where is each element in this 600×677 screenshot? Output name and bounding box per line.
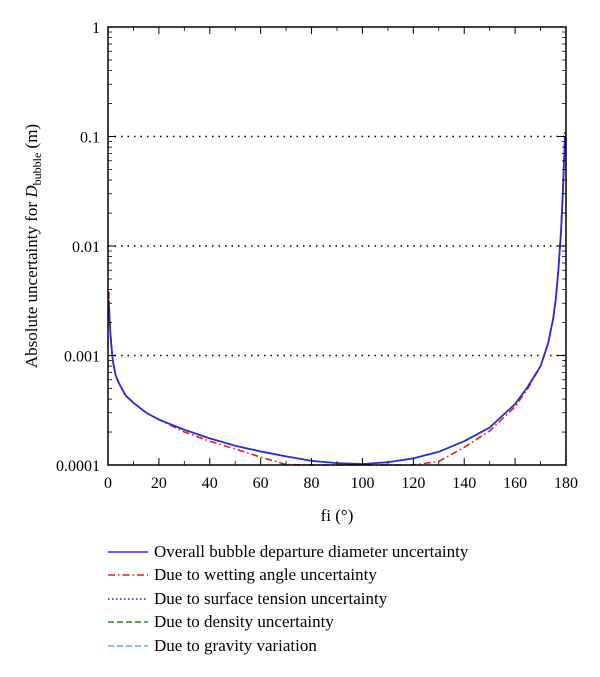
y-tick-label: 0.01 — [72, 239, 100, 256]
y-tick-label: 0.0001 — [56, 458, 100, 475]
y-tick-label: 1 — [92, 20, 100, 37]
legend-item: Due to density uncertainty — [108, 611, 578, 635]
legend-label: Due to wetting angle uncertainty — [154, 565, 377, 585]
legend-item: Due to surface tension uncertainty — [108, 587, 578, 611]
legend: Overall bubble departure diameter uncert… — [108, 540, 578, 658]
y-tick-label: 0.001 — [64, 349, 100, 366]
y-tick-label: 0.1 — [80, 130, 100, 147]
chart: 0.0001 0.001 0.01 0.1 1 0 20 40 60 80 100 120 140 160… — [22, 20, 578, 525]
x-tick-label: 160 — [503, 475, 527, 492]
x-tick-label: 0 — [104, 475, 112, 492]
series-lines — [107, 131, 567, 466]
x-tick-label: 40 — [202, 475, 218, 492]
legend-swatch — [108, 597, 148, 600]
legend-item: Overall bubble departure diameter uncert… — [108, 540, 578, 564]
grid-lines — [108, 135, 566, 357]
legend-item: Due to gravity variation — [108, 634, 578, 658]
legend-item: Due to wetting angle uncertainty — [108, 564, 578, 588]
axis-ticks: 0.0001 0.001 0.01 0.1 1 0 20 40 60 80 100 120 140 160… — [56, 20, 578, 492]
x-tick-label: 100 — [350, 475, 374, 492]
x-tick-label: 180 — [554, 475, 578, 492]
series-line-1 — [107, 136, 566, 465]
legend-swatch — [108, 574, 148, 577]
series-line-2 — [107, 131, 566, 466]
y-axis-label-suffix: (m) — [22, 124, 41, 153]
x-axis-label: fi (°) — [321, 506, 354, 525]
legend-label: Due to gravity variation — [154, 635, 317, 655]
x-tick-label: 80 — [304, 475, 320, 492]
x-tick-label: 140 — [452, 475, 476, 492]
x-tick-label: 60 — [253, 475, 269, 492]
x-tick-label: 20 — [151, 475, 167, 492]
y-axis-label-symbol: D — [22, 185, 41, 199]
legend-label: Overall bubble departure diameter uncert… — [154, 541, 469, 561]
y-axis-label-subscript: bubble — [30, 153, 44, 186]
legend-swatch — [108, 621, 148, 624]
x-tick-label: 120 — [401, 475, 425, 492]
y-axis-label-prefix: Absolute uncertainty for — [22, 198, 41, 368]
legend-label: Due to surface tension uncertainty — [154, 588, 388, 608]
y-axis-label: Absolute uncertainty for Dbubble (m) — [22, 124, 44, 368]
legend-swatch — [108, 550, 148, 553]
legend-swatch — [108, 644, 148, 647]
legend-label: Due to density uncertainty — [154, 612, 334, 632]
